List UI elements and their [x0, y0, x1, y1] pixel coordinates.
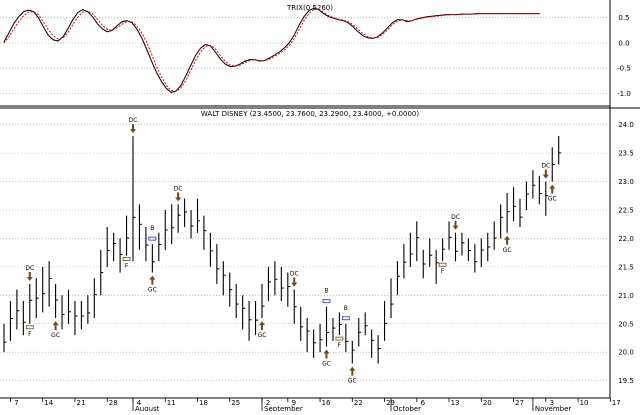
price-y-tick-label: 23.0: [618, 178, 634, 186]
x-tick-label: 25: [231, 399, 240, 407]
price-y-tick-label: 23.5: [618, 150, 634, 158]
price-y-tick-label: 21.5: [618, 263, 634, 271]
x-tick-label: 10: [580, 399, 589, 407]
trix-title: TRIX(0.5260): [286, 4, 333, 12]
signal-label: GC: [258, 332, 267, 339]
x-tick-label: 27: [515, 399, 524, 407]
x-tick-label: 28: [109, 399, 118, 407]
x-tick-label: 21: [76, 399, 85, 407]
signal-label: GC: [322, 361, 331, 368]
trix-y-tick-label: 0.5: [618, 14, 629, 22]
price-y-tick-label: 22.0: [618, 235, 634, 243]
up-arrow-icon: [549, 184, 556, 194]
month-label: August: [135, 405, 160, 411]
trix-y-tick-label: 0.0: [618, 39, 629, 47]
month-label: November: [535, 405, 572, 411]
buy-marker: [341, 316, 350, 321]
x-tick-label: 9: [292, 399, 296, 407]
x-tick-label: 6: [421, 399, 426, 407]
price-y-tick-label: 24.0: [618, 121, 634, 129]
signal-label: F: [125, 263, 129, 270]
up-arrow-icon: [259, 321, 265, 331]
signal-label: B: [150, 225, 154, 232]
x-tick-label: 7: [14, 399, 18, 407]
month-label: October: [393, 405, 421, 411]
price-y-tick-label: 20.5: [618, 320, 634, 328]
trix-y-tick-label: -1.0: [617, 90, 631, 98]
signal-label: DC: [129, 117, 138, 124]
x-tick-label: 13: [451, 399, 460, 407]
down-arrow-icon: [130, 124, 136, 134]
buy-marker: [322, 299, 331, 304]
buy-marker: [148, 236, 157, 241]
x-tick-label: 2: [266, 399, 270, 407]
trix-y-tick-label: -0.5: [617, 65, 631, 73]
signal-label: GC: [503, 247, 512, 254]
signal-label: GC: [348, 378, 357, 385]
signal-label: B: [324, 288, 328, 295]
down-arrow-icon: [175, 192, 182, 202]
signal-label: GC: [148, 287, 157, 294]
signal-label: DC: [541, 163, 550, 170]
month-label: September: [264, 405, 303, 411]
price-y-tick-label: 22.5: [618, 207, 634, 215]
signal-label: DC: [25, 265, 34, 272]
f-marker: [335, 336, 344, 341]
signal-label: DC: [451, 214, 460, 221]
x-tick-label: 11: [167, 399, 176, 407]
down-arrow-icon: [26, 271, 33, 281]
signal-label: F: [338, 342, 342, 349]
signal-label: DC: [290, 271, 299, 278]
signal-label: B: [344, 305, 348, 312]
signal-line: [3, 8, 540, 92]
x-tick-label: 20: [483, 399, 492, 407]
x-tick-label: 14: [44, 399, 53, 407]
down-arrow-icon: [452, 220, 459, 230]
up-arrow-icon: [504, 235, 511, 245]
f-marker: [25, 325, 34, 330]
signal-label: GC: [51, 332, 60, 339]
up-arrow-icon: [349, 366, 356, 376]
signal-label: F: [28, 331, 32, 338]
x-tick-label: 16: [322, 399, 331, 407]
up-arrow-icon: [149, 275, 156, 285]
up-arrow-icon: [323, 349, 330, 359]
x-tick-label: 29: [386, 399, 395, 407]
x-tick-label: 4: [137, 399, 142, 407]
signal-label: DC: [174, 185, 183, 192]
price-title: WALT DISNEY (23.4500, 23.7600, 23.2900, …: [201, 110, 419, 118]
down-arrow-icon: [291, 277, 298, 287]
x-tick-label: 22: [354, 399, 363, 407]
price-y-tick-label: 19.5: [618, 377, 634, 385]
f-marker: [438, 262, 447, 267]
x-tick-label: 18: [199, 399, 208, 407]
signal-label: F: [441, 268, 445, 275]
x-tick-label: 17: [612, 399, 621, 407]
signal-label: GC: [548, 196, 557, 203]
down-arrow-icon: [542, 169, 549, 179]
price-y-tick-label: 21.0: [618, 292, 634, 300]
price-y-tick-label: 20.0: [618, 349, 634, 357]
f-marker: [122, 257, 131, 261]
up-arrow-icon: [52, 321, 59, 331]
x-tick-label: 3: [550, 399, 554, 407]
